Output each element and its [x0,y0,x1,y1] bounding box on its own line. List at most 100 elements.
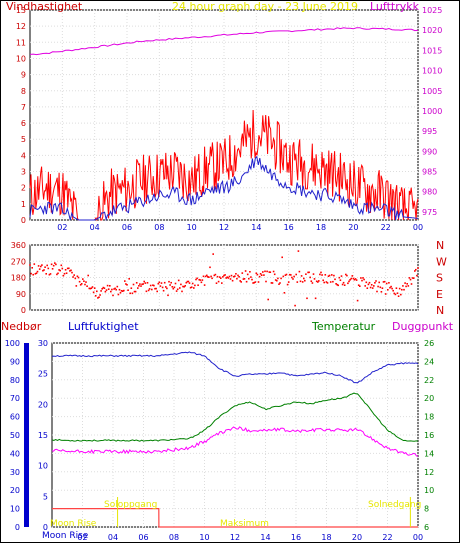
humidity-ytick-label: 30 [38,339,48,348]
direction-point [176,288,179,291]
direction-point [377,285,379,288]
direction-point [38,268,41,270]
direction-point [251,278,253,281]
direction-point [353,278,356,281]
direction-point [135,282,138,284]
pressure-ytick-label: 1005 [422,87,442,96]
direction-point [31,267,33,269]
direction-point [407,285,410,287]
direction-point [232,275,235,278]
temperature-ytick-label: 20 [424,394,434,403]
direction-point [128,278,130,280]
direction-point [244,270,247,272]
direction-point [258,275,261,278]
direction-point [406,283,408,285]
compass-label: N [436,304,444,317]
direction-point [65,272,68,274]
direction-point [46,264,48,267]
direction-point [334,278,336,281]
precip-ytick-label: 20 [10,486,20,495]
direction-point [138,285,140,287]
precip-ytick-label: 80 [10,376,20,385]
direction-point [215,282,218,284]
direction-point [110,290,112,293]
wind-xtick-label: 02 [57,223,67,232]
direction-point [92,291,95,294]
direction-point [341,283,344,286]
direction-ytick-label: 180 [11,274,26,283]
humidity-label: Luftfuktighet [68,320,139,333]
direction-point [196,277,198,280]
direction-point [403,288,405,291]
direction-point [139,283,141,285]
direction-point [152,284,154,286]
wind-xtick-label: 22 [381,223,391,232]
direction-point [291,276,293,279]
humidity-ytick-label: 15 [38,431,48,440]
precip-ytick-label: 40 [10,449,20,458]
sunrise-label: Soloppgang [104,500,158,510]
direction-point [221,282,223,284]
direction-point [416,274,418,277]
direction-point [103,287,106,289]
direction-point [308,271,310,274]
direction-point [367,283,370,286]
direction-point [373,285,375,287]
wind-ytick-label: 8 [21,87,26,96]
direction-point [408,277,411,279]
direction-point [348,280,350,283]
direction-point [389,286,391,289]
direction-point [194,284,196,287]
direction-ytick-label: 0 [21,306,26,315]
direction-point [404,282,406,284]
direction-point [75,285,78,287]
direction-point [376,290,378,293]
direction-point [264,270,266,273]
direction-point [375,280,377,282]
direction-point [254,281,257,283]
direction-point [129,292,131,295]
direction-point [50,263,53,266]
direction-point [336,283,338,286]
direction-point [390,285,392,288]
direction-point [366,287,369,289]
direction-point [154,287,156,290]
wind-xtick-label: 18 [316,223,326,232]
direction-point [309,276,311,279]
direction-point [411,277,414,279]
direction-point [415,268,417,271]
direction-point [98,296,100,298]
direction-point [143,280,145,283]
precipitation-label: Nedbør [1,320,42,333]
wind-ytick-label: 7 [21,103,26,112]
temp-xtick-label: 14 [260,533,270,542]
direction-point [364,285,366,287]
direction-point [197,284,199,286]
direction-point [378,281,380,284]
direction-point [405,285,407,288]
direction-point [183,286,185,288]
direction-point [245,280,248,283]
direction-point [395,287,398,289]
direction-point [102,286,105,289]
humidity-ytick-label: 0 [43,523,48,532]
direction-point [313,278,316,280]
direction-point [124,280,126,282]
direction-point [301,281,304,283]
humidity-ytick-label: 10 [38,462,48,471]
direction-point [328,274,331,277]
direction-point [370,284,373,286]
direction-point [211,277,213,280]
direction-point [47,267,50,270]
direction-point [329,281,332,283]
wind-xtick-label: 14 [251,223,261,232]
direction-point [209,266,211,269]
direction-point [273,273,276,276]
direction-point [141,283,143,286]
direction-point [317,281,319,283]
direction-point [90,287,93,289]
wind-speed-series-line [29,155,419,222]
direction-point [52,264,55,267]
temp-xtick-label: 02 [77,533,87,542]
direction-point [106,284,109,287]
